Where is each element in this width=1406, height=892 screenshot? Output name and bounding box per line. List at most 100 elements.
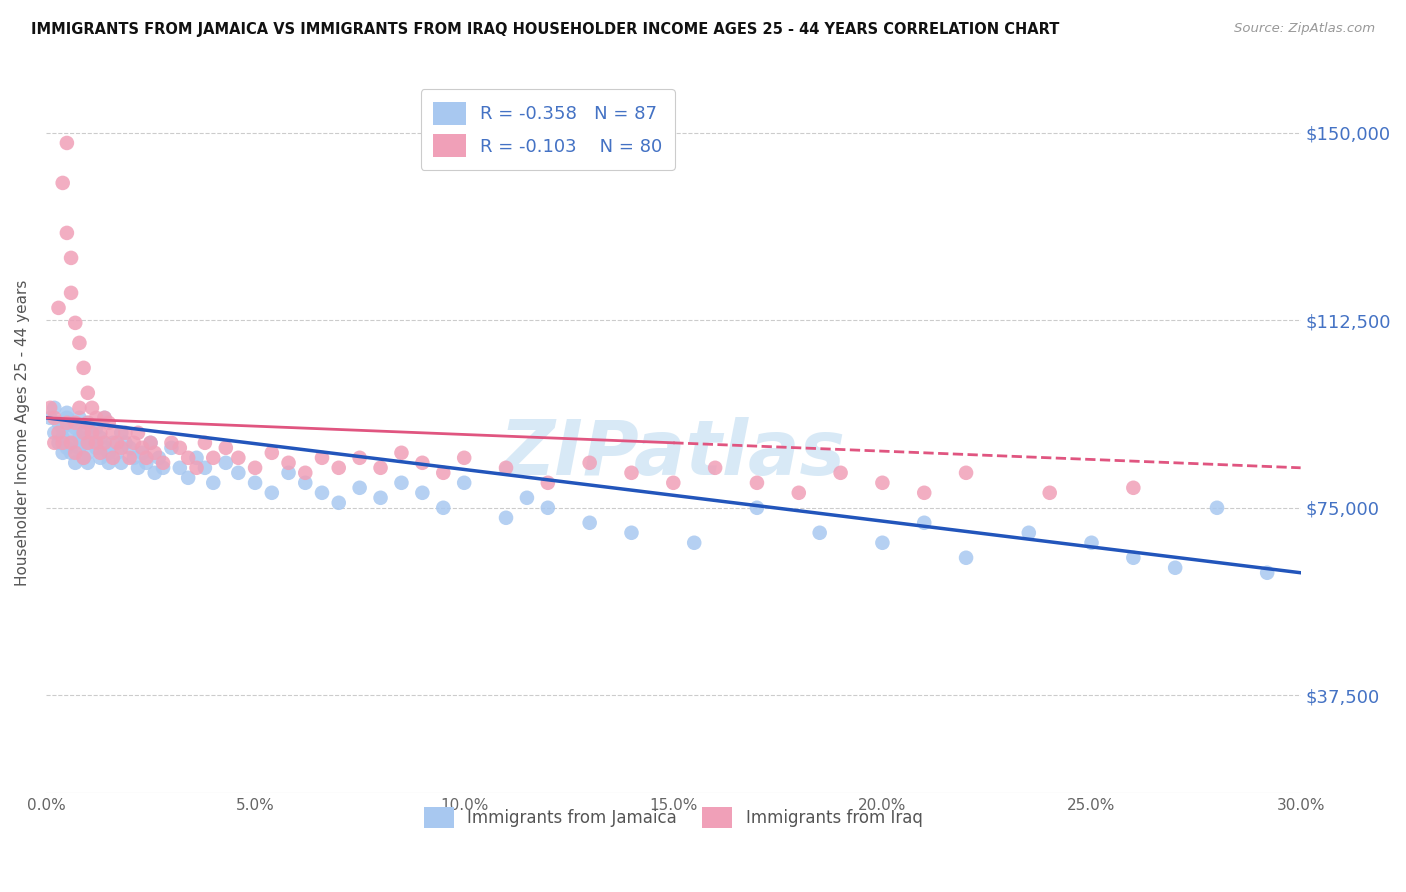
Point	[67, 335, 90, 350]
Point	[72, 425, 94, 440]
Point	[411, 456, 433, 470]
Text: ZIPatlas: ZIPatlas	[501, 417, 846, 491]
Point	[912, 485, 935, 500]
Point	[65, 435, 87, 450]
Point	[67, 401, 90, 415]
Point	[76, 456, 98, 470]
Point	[391, 475, 413, 490]
Point	[139, 435, 162, 450]
Point	[830, 466, 852, 480]
Point	[432, 500, 454, 515]
Point	[80, 425, 103, 440]
Point	[1080, 535, 1102, 549]
Point	[48, 435, 70, 450]
Point	[48, 416, 70, 430]
Point	[215, 441, 238, 455]
Point	[110, 425, 132, 440]
Point	[294, 466, 316, 480]
Point	[67, 441, 90, 455]
Y-axis label: Householder Income Ages 25 - 44 years: Householder Income Ages 25 - 44 years	[15, 279, 30, 586]
Point	[76, 416, 98, 430]
Point	[97, 446, 120, 460]
Point	[101, 450, 124, 465]
Point	[93, 410, 115, 425]
Point	[745, 500, 768, 515]
Point	[110, 456, 132, 470]
Point	[60, 435, 83, 450]
Point	[89, 450, 111, 465]
Point	[1256, 566, 1278, 580]
Point	[118, 441, 141, 455]
Point	[453, 450, 475, 465]
Point	[80, 425, 103, 440]
Point	[787, 485, 810, 500]
Point	[311, 450, 333, 465]
Point	[328, 460, 350, 475]
Point	[76, 416, 98, 430]
Point	[186, 460, 208, 475]
Point	[52, 446, 75, 460]
Point	[620, 466, 643, 480]
Point	[65, 316, 87, 330]
Point	[56, 416, 79, 430]
Point	[169, 460, 191, 475]
Point	[143, 466, 166, 480]
Point	[370, 491, 392, 505]
Point	[101, 435, 124, 450]
Point	[349, 450, 371, 465]
Point	[52, 176, 75, 190]
Point	[84, 410, 107, 425]
Point	[72, 425, 94, 440]
Point	[65, 456, 87, 470]
Point	[44, 410, 66, 425]
Point	[56, 441, 79, 455]
Point	[67, 431, 90, 445]
Point	[110, 441, 132, 455]
Point	[52, 431, 75, 445]
Point	[93, 410, 115, 425]
Point	[89, 446, 111, 460]
Point	[683, 535, 706, 549]
Point	[328, 496, 350, 510]
Point	[114, 425, 136, 440]
Point	[808, 525, 831, 540]
Point	[228, 466, 250, 480]
Point	[277, 456, 299, 470]
Point	[578, 456, 600, 470]
Point	[704, 460, 727, 475]
Point	[243, 475, 266, 490]
Point	[76, 446, 98, 460]
Point	[93, 441, 115, 455]
Point	[122, 450, 145, 465]
Point	[1039, 485, 1062, 500]
Point	[101, 425, 124, 440]
Point	[311, 485, 333, 500]
Point	[194, 460, 217, 475]
Point	[294, 475, 316, 490]
Point	[48, 301, 70, 315]
Point	[89, 431, 111, 445]
Point	[80, 435, 103, 450]
Point	[143, 446, 166, 460]
Point	[131, 446, 153, 460]
Point	[202, 475, 225, 490]
Point	[52, 435, 75, 450]
Point	[135, 456, 157, 470]
Point	[411, 485, 433, 500]
Point	[177, 471, 200, 485]
Point	[912, 516, 935, 530]
Point	[127, 425, 149, 440]
Point	[745, 475, 768, 490]
Point	[370, 460, 392, 475]
Point	[89, 425, 111, 440]
Point	[39, 401, 62, 415]
Point	[72, 435, 94, 450]
Text: IMMIGRANTS FROM JAMAICA VS IMMIGRANTS FROM IRAQ HOUSEHOLDER INCOME AGES 25 - 44 : IMMIGRANTS FROM JAMAICA VS IMMIGRANTS FR…	[31, 22, 1059, 37]
Point	[243, 460, 266, 475]
Point	[1206, 500, 1229, 515]
Point	[516, 491, 538, 505]
Point	[228, 450, 250, 465]
Point	[495, 460, 517, 475]
Point	[52, 421, 75, 435]
Legend: Immigrants from Jamaica, Immigrants from Iraq: Immigrants from Jamaica, Immigrants from…	[418, 800, 929, 835]
